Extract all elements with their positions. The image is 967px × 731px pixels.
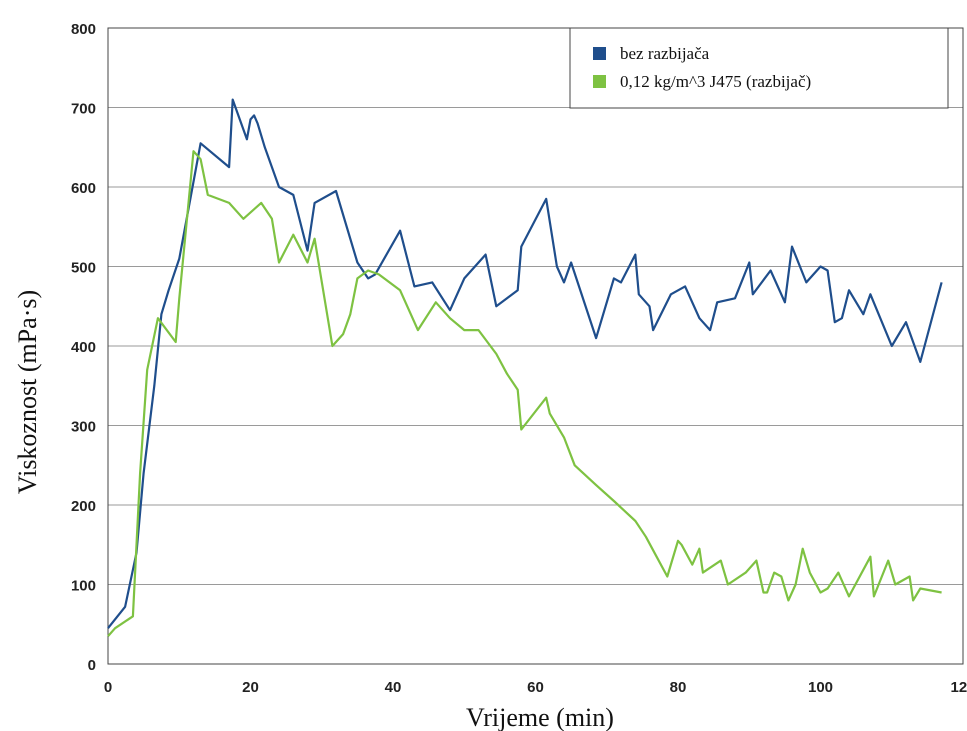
x-axis-title: Vrijeme (min)	[466, 703, 614, 731]
x-tick-label: 120	[950, 679, 967, 696]
y-tick-label: 0	[88, 657, 96, 674]
y-tick-label: 600	[71, 180, 96, 197]
x-tick-label: 80	[670, 679, 687, 696]
legend-swatch-razbijac	[593, 75, 606, 88]
legend-swatch-bez-razbijaca	[593, 47, 606, 60]
series-line-0	[107, 98, 943, 629]
y-tick-label: 800	[71, 21, 96, 38]
y-tick-label: 100	[71, 578, 96, 595]
x-tick-label: 0	[104, 679, 112, 696]
legend-label-razbijac: 0,12 kg/m^3 J475 (razbijač)	[620, 72, 811, 91]
y-tick-label: 200	[71, 498, 96, 515]
plot-area-frame	[107, 27, 964, 665]
series-line-1	[107, 150, 942, 637]
x-tick-labels: 0 20 40 60 80 100 120	[104, 679, 967, 696]
y-tick-label: 300	[71, 419, 96, 436]
grid-lines	[108, 107, 963, 585]
x-tick-label: 20	[242, 679, 259, 696]
legend: bez razbijača 0,12 kg/m^3 J475 (razbijač…	[569, 27, 949, 109]
x-tick-label: 60	[527, 679, 544, 696]
y-tick-label: 400	[71, 339, 96, 356]
legend-label-bez-razbijaca: bez razbijača	[620, 44, 710, 63]
x-tick-label: 100	[808, 679, 833, 696]
y-tick-label: 700	[71, 101, 96, 118]
x-tick-label: 40	[385, 679, 402, 696]
series-lines	[107, 98, 943, 637]
y-tick-label: 500	[71, 260, 96, 277]
legend-box	[569, 27, 949, 109]
y-tick-labels: 0 100 200 300 400 500 600 700 800	[71, 21, 96, 674]
y-axis-title: Viskoznost (mPa·s)	[13, 290, 42, 494]
